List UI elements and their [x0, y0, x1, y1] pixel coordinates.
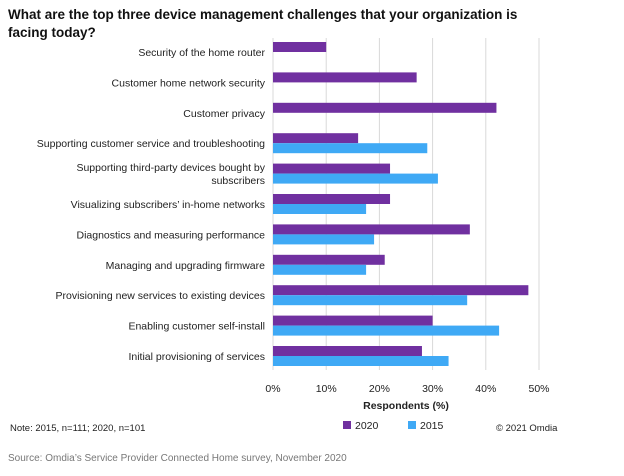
bar-2015: [273, 173, 438, 184]
bar-2020: [273, 285, 529, 296]
bar-2020: [273, 254, 385, 265]
bar-2020: [273, 72, 417, 83]
x-tick-label: 0%: [265, 383, 280, 395]
legend: 2020 2015: [343, 420, 444, 432]
category-label-line: Initial provisioning of services: [128, 351, 265, 363]
category-label: Initial provisioning of services: [128, 351, 265, 363]
bars: [273, 42, 529, 366]
category-labels: Security of the home router Customer home…: [37, 47, 266, 363]
legend-item-2015: 2015: [408, 420, 444, 432]
category-label: Enabling customer self-install: [128, 321, 265, 333]
bar-2020: [273, 194, 391, 204]
bar-2020: [273, 102, 497, 113]
bar-2020: [273, 42, 327, 52]
category-label: Customer home network security: [112, 77, 266, 89]
legend-label: 2020: [355, 420, 379, 432]
category-label-line: Supporting third-party devices bought by: [76, 162, 265, 174]
category-label: Managing and upgrading firmware: [106, 260, 266, 272]
bar-2020: [273, 133, 359, 144]
x-tick-label: 30%: [422, 383, 443, 395]
category-label-line: Diagnostics and measuring performance: [76, 229, 265, 241]
category-label: Supporting customer service and troubles…: [37, 138, 265, 150]
category-label-line: Customer privacy: [183, 108, 265, 120]
bar-2020: [273, 163, 391, 174]
category-label-line: Supporting customer service and troubles…: [37, 138, 265, 150]
bar-2015: [273, 234, 375, 245]
bar-2020: [273, 346, 422, 356]
x-axis-ticks: 0% 10% 20% 30% 40% 50%: [265, 383, 549, 395]
category-label: Security of the home router: [138, 47, 265, 59]
legend-item-2020: 2020: [343, 420, 379, 432]
category-label: Visualizing subscribers’ in-home network…: [71, 199, 265, 211]
bar-2015: [273, 204, 367, 214]
category-label: Customer privacy: [183, 108, 265, 120]
legend-label: 2015: [420, 420, 444, 432]
copyright: © 2021 Omdia: [496, 423, 558, 434]
category-label-line: Provisioning new services to existing de…: [55, 290, 265, 302]
category-label-line: Security of the home router: [138, 47, 265, 59]
category-label-line: Enabling customer self-install: [128, 321, 265, 333]
category-label-line: subscribers: [211, 175, 265, 187]
category-label-line: Managing and upgrading firmware: [106, 260, 266, 272]
category-label-line: Visualizing subscribers’ in-home network…: [71, 199, 265, 211]
bar-2020: [273, 315, 433, 326]
legend-swatch: [408, 421, 416, 429]
category-label: Diagnostics and measuring performance: [76, 229, 265, 241]
legend-swatch: [343, 421, 351, 429]
sample-note: Note: 2015, n=111; 2020, n=101: [10, 423, 146, 434]
bar-2015: [273, 325, 500, 336]
x-tick-label: 50%: [528, 383, 549, 395]
category-label: Provisioning new services to existing de…: [55, 290, 265, 302]
bar-2015: [273, 264, 367, 275]
x-tick-label: 10%: [316, 383, 337, 395]
category-label-line: Customer home network security: [112, 77, 266, 89]
category-label: Supporting third-party devices bought by…: [76, 162, 265, 187]
x-tick-label: 40%: [475, 383, 496, 395]
x-axis-title: Respondents (%): [363, 400, 449, 412]
source-note: Source: Omdia’s Service Provider Connect…: [8, 453, 347, 464]
bar-2015: [273, 295, 468, 306]
x-tick-label: 20%: [369, 383, 390, 395]
bar-2020: [273, 224, 470, 235]
bar-2015: [273, 143, 428, 154]
bar-2015: [273, 356, 449, 366]
chart-title: What are the top three device management…: [8, 7, 518, 40]
